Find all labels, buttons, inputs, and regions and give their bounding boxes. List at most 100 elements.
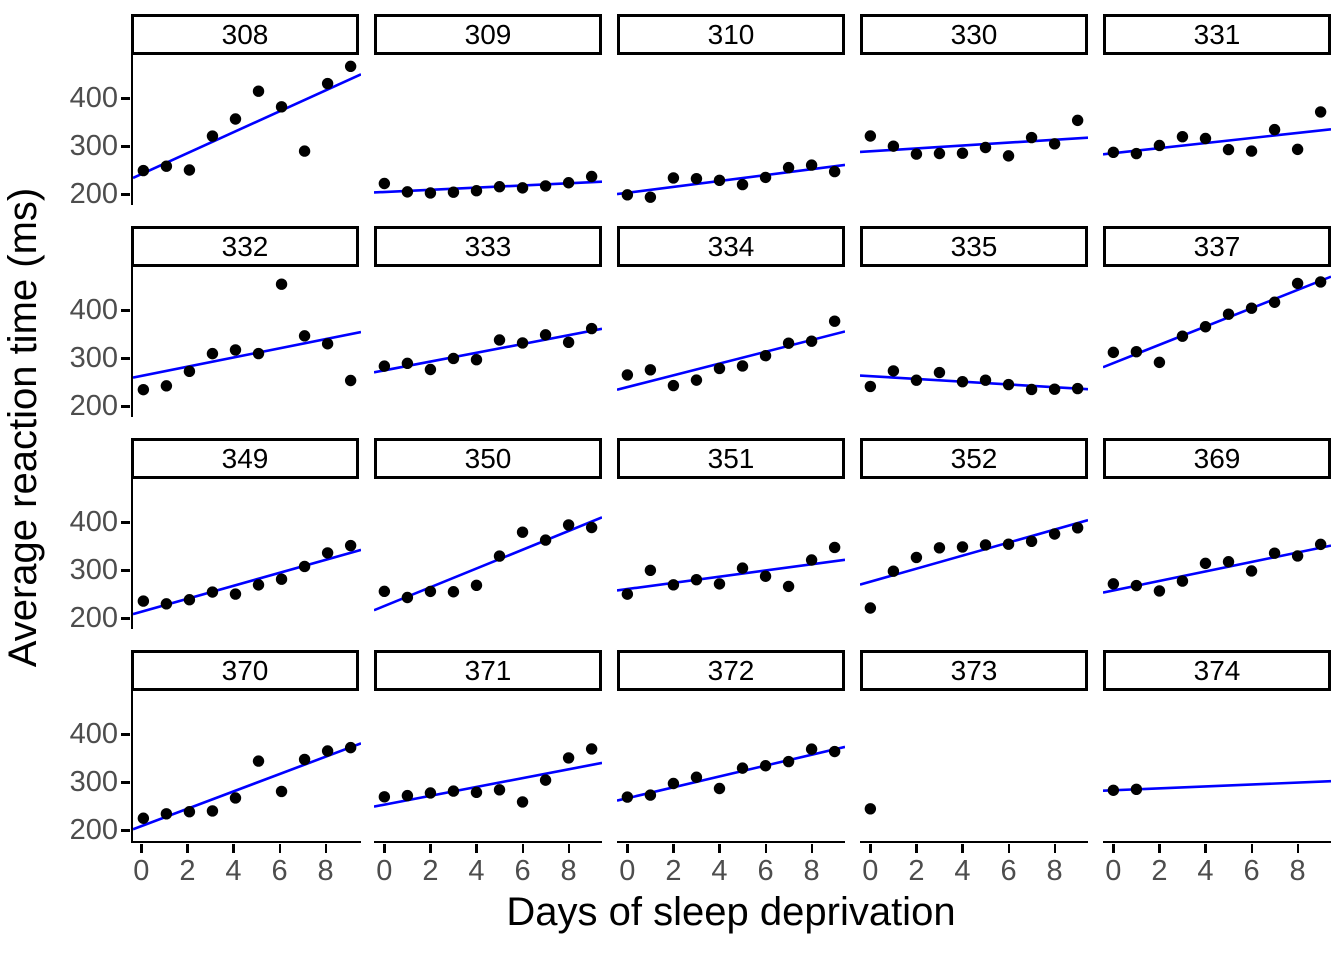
data-point [344, 741, 357, 754]
data-point [1071, 522, 1084, 534]
data-point [229, 588, 242, 600]
data-point [516, 182, 529, 194]
x-tick-label: 6 [271, 855, 288, 887]
data-point [887, 565, 900, 577]
y-tick-label: 400 [69, 718, 118, 751]
x-tick-label: 6 [1243, 855, 1260, 887]
data-point [252, 579, 265, 591]
data-point [344, 60, 357, 73]
x-tick-mark [521, 844, 525, 853]
data-point [1048, 528, 1061, 540]
x-tick-mark [869, 844, 872, 853]
facet-panel-332: 332 [131, 226, 361, 417]
x-tick-mark [1158, 844, 1161, 853]
x-tick-label: 6 [757, 855, 774, 887]
x-tick-label: 8 [1046, 855, 1063, 887]
data-point [493, 784, 506, 796]
facet-label: 331 [1103, 14, 1331, 55]
data-point [447, 186, 460, 198]
facet-panel-309: 309 [374, 14, 602, 205]
data-point [864, 130, 877, 142]
data-point [1107, 146, 1120, 159]
x-tick-mark [1296, 844, 1300, 853]
data-point [1107, 784, 1120, 796]
data-point [252, 85, 265, 97]
data-point [1025, 131, 1038, 144]
data-point [1268, 547, 1281, 559]
data-point [759, 760, 772, 772]
data-point [887, 365, 900, 377]
data-point [1130, 579, 1143, 592]
facet-label: 373 [860, 650, 1088, 691]
data-point [782, 161, 795, 174]
data-point [1130, 346, 1143, 358]
data-point [644, 789, 657, 801]
x-tick-mark [383, 844, 386, 853]
x-tick-mark [810, 844, 814, 853]
facet-label: 352 [860, 438, 1088, 479]
fit-line [1103, 127, 1331, 156]
data-point [1153, 585, 1166, 597]
x-tick-mark [915, 844, 918, 853]
fit-line [617, 163, 845, 196]
data-point [447, 586, 460, 598]
facet-label: 349 [131, 438, 359, 479]
data-point [160, 380, 173, 392]
data-point [539, 534, 552, 546]
data-point [1153, 139, 1166, 152]
x-tick-label: 4 [1197, 855, 1214, 887]
y-tick-label: 300 [69, 554, 118, 587]
data-point [516, 526, 529, 538]
data-point [424, 787, 437, 799]
data-point [321, 77, 334, 90]
y-tick-mark [121, 569, 130, 572]
facet-label: 310 [617, 14, 845, 55]
data-point [229, 792, 242, 804]
data-point [321, 338, 334, 350]
data-point [160, 160, 173, 172]
facet-label: 351 [617, 438, 845, 479]
data-point [979, 539, 992, 551]
x-tick-label: 4 [225, 855, 242, 887]
facet-panel-371: 371 [374, 650, 602, 843]
facet-label: 308 [131, 14, 359, 55]
y-tick-label: 400 [69, 506, 118, 539]
data-point [470, 579, 483, 591]
data-point [1025, 535, 1038, 548]
facet-plot-area [374, 267, 602, 417]
x-tick-mark [475, 844, 478, 853]
data-point [736, 360, 749, 372]
x-tick-label: 4 [711, 855, 728, 887]
y-tick-mark [121, 521, 130, 524]
data-point [621, 189, 634, 201]
x-tick-mark [324, 844, 328, 853]
data-point [713, 362, 726, 375]
data-point [275, 573, 288, 585]
y-tick-mark [121, 193, 130, 196]
data-point [956, 147, 969, 159]
facet-panel-330: 330 [860, 14, 1088, 205]
data-point [1130, 147, 1143, 160]
facet-label: 332 [131, 226, 359, 267]
data-point [252, 755, 265, 767]
facet-panel-333: 333 [374, 226, 602, 417]
data-point [828, 165, 841, 178]
data-point [137, 812, 150, 824]
y-tick-label: 200 [69, 178, 118, 211]
facet-label: 337 [1103, 226, 1331, 267]
facet-label: 330 [860, 14, 1088, 55]
data-point [1176, 130, 1189, 143]
x-tick-mark [1007, 844, 1011, 853]
y-tick-mark [121, 97, 130, 100]
y-tick-mark [121, 405, 130, 408]
x-tick-mark [626, 844, 629, 853]
data-point [1268, 296, 1281, 308]
data-point [424, 585, 437, 598]
data-point [562, 177, 575, 189]
data-point [828, 541, 841, 554]
data-point [1291, 143, 1304, 156]
data-point [562, 336, 575, 348]
data-point [585, 521, 598, 534]
fit-line [133, 73, 361, 180]
data-point [933, 542, 946, 554]
